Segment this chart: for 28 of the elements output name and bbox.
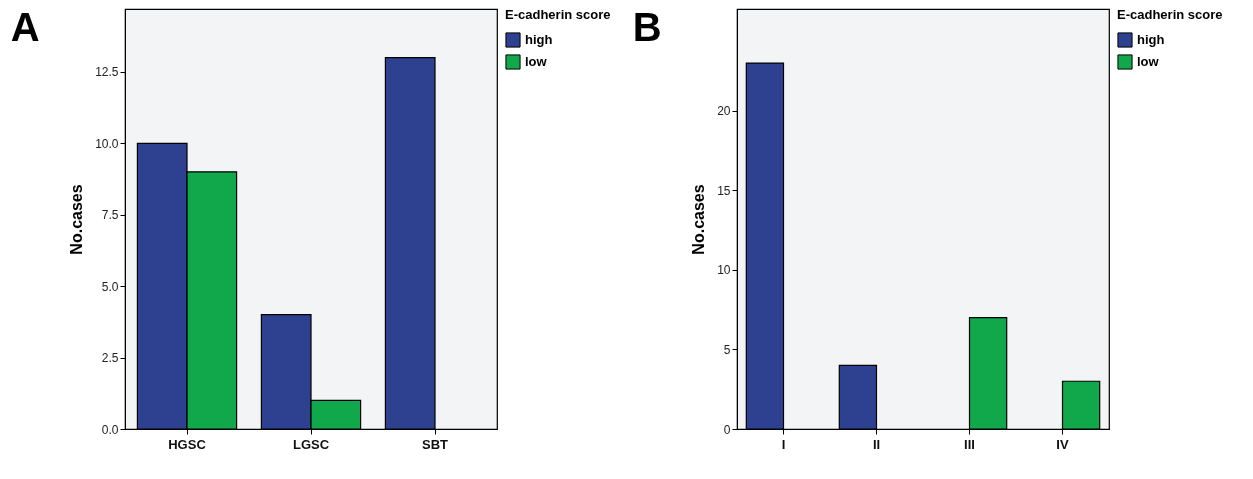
chart-title: A	[10, 5, 40, 49]
chart-title: B	[632, 5, 662, 49]
legend-title: E-cadherin score	[505, 7, 611, 22]
x-tick-label: II	[872, 436, 881, 452]
legend-label: high	[1137, 32, 1165, 47]
y-tick-label: 0	[723, 422, 731, 437]
y-tick-label: 15	[717, 183, 731, 198]
legend-label: low	[525, 54, 548, 69]
x-tick-label: III	[964, 436, 975, 452]
legend-title: E-cadherin score	[1117, 7, 1223, 22]
y-tick-label: 5	[723, 342, 731, 357]
legend-label: high	[525, 32, 553, 47]
y-tick-label: 0.0	[101, 422, 119, 437]
y-tick-label: 12.5	[95, 65, 119, 80]
y-tick-label: 20	[717, 104, 731, 119]
y-tick-label: 5.0	[101, 279, 119, 294]
x-tick-label: I	[781, 436, 786, 452]
x-tick-label: LGSC	[292, 436, 330, 452]
y-tick-label: 2.5	[101, 351, 119, 366]
y-tick-label: 10	[717, 263, 731, 278]
y-axis-title: No.cases	[68, 184, 86, 255]
legend-label: low	[1137, 54, 1160, 69]
x-tick-label: HGSC	[168, 436, 207, 452]
y-axis-title: No.cases	[690, 184, 708, 255]
y-tick-label: 7.5	[101, 208, 119, 223]
y-tick-label: 10.0	[95, 136, 119, 151]
x-tick-label: IV	[1056, 436, 1069, 452]
x-tick-label: SBT	[422, 436, 449, 452]
